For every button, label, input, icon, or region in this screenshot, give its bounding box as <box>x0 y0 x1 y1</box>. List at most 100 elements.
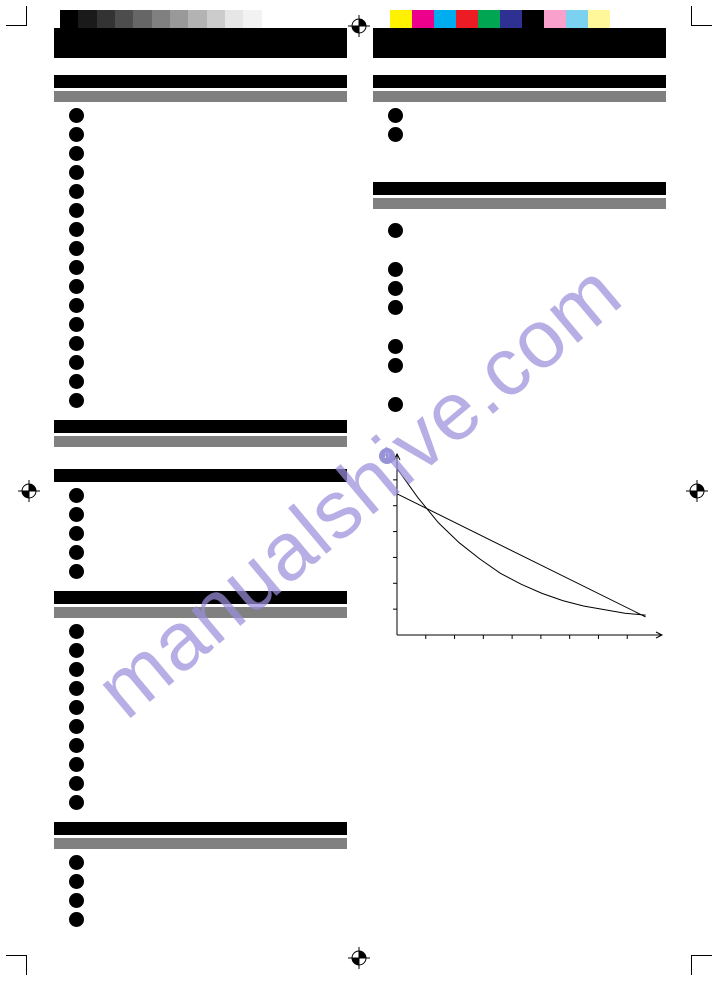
list-item-bullet <box>69 336 84 351</box>
bullet-list <box>54 855 347 927</box>
registration-mark-icon <box>18 480 40 502</box>
list-item-bullet <box>69 374 84 389</box>
section-heading-bar <box>54 822 347 835</box>
crop-mark <box>6 955 26 956</box>
list-item-bullet <box>69 643 84 658</box>
list-item-bullet <box>69 222 84 237</box>
list-item-bullet <box>69 874 84 889</box>
swatch <box>588 10 610 28</box>
section-subheading-bar <box>373 198 666 209</box>
list-item-bullet <box>69 108 84 123</box>
crop-mark <box>691 6 692 26</box>
crop-mark <box>6 25 26 26</box>
list-item-bullet <box>388 223 403 238</box>
list-item-bullet <box>69 738 84 753</box>
bullet-list <box>373 108 666 142</box>
crop-mark <box>692 955 712 956</box>
list-item-bullet <box>69 912 84 927</box>
list-item-bullet <box>69 507 84 522</box>
crop-mark <box>691 955 692 975</box>
swatch <box>133 10 151 28</box>
section-heading-bar <box>373 75 666 88</box>
list-item-bullet <box>69 241 84 256</box>
list-item-bullet <box>69 624 84 639</box>
list-item-bullet <box>69 146 84 161</box>
bullet-list <box>373 397 666 412</box>
list-item-bullet <box>69 127 84 142</box>
crop-mark <box>692 25 712 26</box>
list-item-bullet <box>388 397 403 412</box>
list-item-bullet <box>69 488 84 503</box>
list-item-bullet <box>69 795 84 810</box>
swatch <box>390 10 412 28</box>
list-item-bullet <box>69 776 84 791</box>
swatch <box>188 10 206 28</box>
list-item-bullet <box>388 358 403 373</box>
section-heading-bar <box>54 420 347 433</box>
list-item-bullet <box>388 262 403 277</box>
crop-mark <box>26 955 27 975</box>
list-item-bullet <box>69 700 84 715</box>
list-item-bullet <box>388 127 403 142</box>
list-item-bullet <box>69 893 84 908</box>
section-subheading-bar <box>54 838 347 849</box>
swatch <box>478 10 500 28</box>
swatch <box>78 10 96 28</box>
list-item-bullet <box>69 545 84 560</box>
registration-mark-icon <box>348 947 370 969</box>
swatch <box>60 10 78 28</box>
list-item-bullet <box>69 355 84 370</box>
left-column <box>54 75 347 927</box>
list-item-bullet <box>69 757 84 772</box>
chart-y-axis-label: n <box>379 448 395 464</box>
section-heading-bar <box>373 182 666 195</box>
list-item-bullet <box>69 393 84 408</box>
swatch <box>207 10 225 28</box>
bullet-list <box>373 262 666 315</box>
swatch <box>500 10 522 28</box>
list-item-bullet <box>388 281 403 296</box>
swatch <box>243 10 261 28</box>
list-item-bullet <box>69 855 84 870</box>
section-subheading-bar <box>54 91 347 102</box>
swatch <box>152 10 170 28</box>
list-item-bullet <box>69 203 84 218</box>
registration-mark-icon <box>348 15 370 37</box>
page-content: n <box>54 75 666 945</box>
bullet-list <box>54 108 347 408</box>
list-item-bullet <box>388 339 403 354</box>
right-column: n <box>373 75 666 927</box>
swatch <box>434 10 456 28</box>
list-item-bullet <box>69 662 84 677</box>
bullet-list <box>373 339 666 373</box>
swatch <box>456 10 478 28</box>
swatch <box>170 10 188 28</box>
swatch <box>544 10 566 28</box>
list-item-bullet <box>69 165 84 180</box>
section-subheading-bar <box>373 91 666 102</box>
section-heading-bar <box>54 591 347 604</box>
list-item-bullet <box>69 564 84 579</box>
crop-mark <box>26 6 27 26</box>
list-item-bullet <box>69 298 84 313</box>
swatch <box>97 10 115 28</box>
swatch <box>566 10 588 28</box>
color-calibration-bar <box>390 10 610 28</box>
list-item-bullet <box>69 279 84 294</box>
performance-chart: n <box>373 444 666 659</box>
swatch <box>412 10 434 28</box>
section-heading-bar <box>54 469 347 482</box>
swatch <box>262 10 280 28</box>
swatch <box>225 10 243 28</box>
section-subheading-bar <box>54 607 347 618</box>
section-heading-bar <box>54 75 347 88</box>
header-bar-left <box>54 28 347 58</box>
list-item-bullet <box>69 317 84 332</box>
list-item-bullet <box>69 526 84 541</box>
list-item-bullet <box>69 681 84 696</box>
greyscale-calibration-bar <box>60 10 280 28</box>
swatch <box>522 10 544 28</box>
bullet-list <box>54 624 347 810</box>
list-item-bullet <box>69 184 84 199</box>
bullet-list <box>373 223 666 238</box>
